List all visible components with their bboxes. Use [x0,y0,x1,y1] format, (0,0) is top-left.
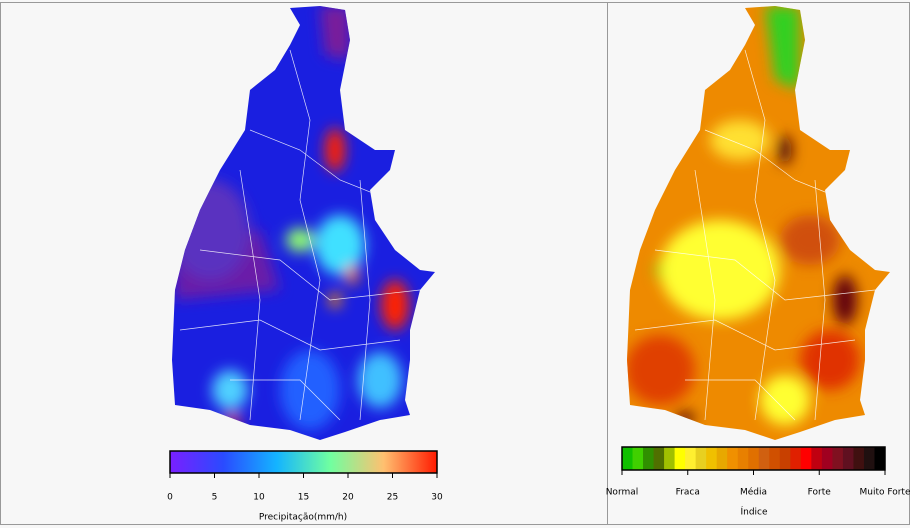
color-step [716,447,728,470]
color-step [727,447,739,470]
tick-label: Muito Forte [860,488,910,498]
color-step [821,447,833,470]
color-step [622,447,634,470]
color-step [706,447,718,470]
tick-label: 5 [212,493,218,503]
color-step [748,447,760,470]
color-step [811,447,823,470]
color-step [832,447,844,470]
color-step [863,447,875,470]
colorbar-label: Índice [740,506,768,518]
color-step [653,447,665,470]
color-step [695,447,707,470]
index-colorbar [622,447,886,470]
color-step [674,447,686,470]
precipitation-colorbar [169,450,438,474]
tick-label: 30 [431,493,443,503]
tick-label: Forte [808,488,832,498]
color-step [737,447,749,470]
color-step [685,447,697,470]
tick-label: 10 [253,493,265,503]
color-step [779,447,791,470]
color-step [769,447,781,470]
color-step [842,447,854,470]
tick-label: 15 [298,493,309,503]
color-step [790,447,802,470]
color-step [800,447,812,470]
colorbar-label: Precipitação(mm/h) [259,513,347,523]
color-step [853,447,865,470]
color-step [632,447,644,470]
tick-label: 20 [342,493,354,503]
tick-label: Fraca [676,488,700,498]
color-step [643,447,655,470]
tick-label: 0 [167,493,173,503]
color-step [758,447,770,470]
tick-label: 25 [387,493,398,503]
tick-label: Normal [606,488,639,498]
color-step [664,447,676,470]
tick-label: Média [740,487,767,498]
color-step [874,447,886,470]
